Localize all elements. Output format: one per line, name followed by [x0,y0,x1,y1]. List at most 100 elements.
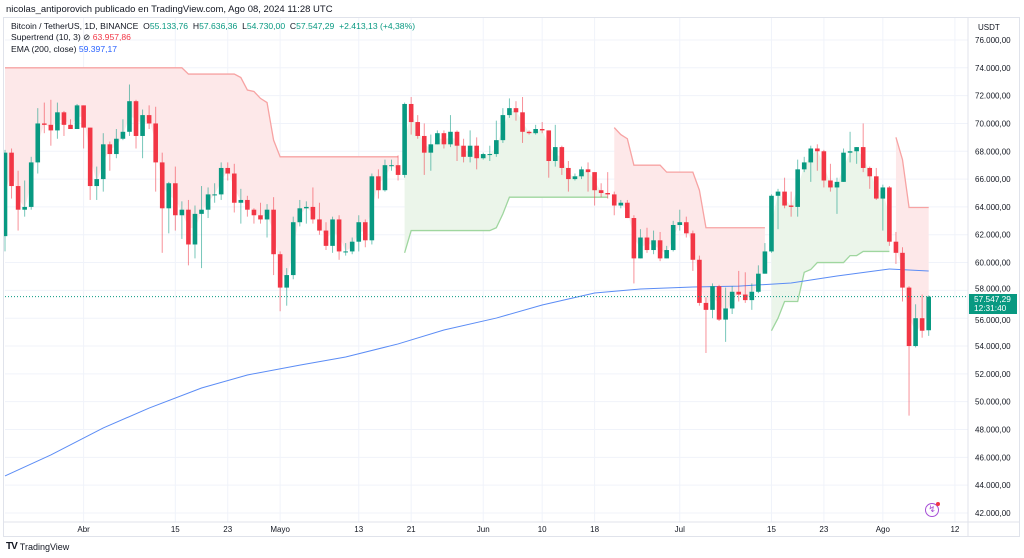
candle-body [435,133,440,145]
candle-body [703,302,709,310]
time-axis[interactable]: Abr 15 23 Mayo 13 21 Jun 10 18 Jul 15 23 Ago 12 [77,525,960,534]
candle [9,148,14,199]
candle-body [87,127,93,187]
y-tick-label: 70.000,00 [975,119,1011,128]
chart-panel[interactable] [3,17,1020,537]
candle [887,186,892,246]
supertrend-up-line [770,250,890,332]
candle [762,243,768,274]
y-tick-label: 52.000,00 [975,370,1011,379]
candle [913,304,918,348]
candle-body [513,108,519,113]
y-tick-label: 72.000,00 [975,92,1011,101]
tradingview-logo-text: TradingView [19,541,70,552]
candle [166,181,172,234]
legend-supertrend-row[interactable]: Supertrend (10, 3) ⊘ 63.957,86 [11,32,415,43]
candle [461,138,466,163]
y-tick-label: 44.000,00 [975,481,1011,490]
candle-body [238,199,244,203]
candle [716,284,722,321]
candle [684,216,689,238]
candle-body [225,167,231,174]
candle [107,141,113,171]
price-axis[interactable]: 42.000,00 44.000,00 46.000,00 48.000,00 50.0… [975,36,1011,518]
candle-body [107,144,113,155]
candle-body [48,124,54,131]
candle [873,167,879,200]
eye-slash-icon[interactable]: ⊘ [83,32,91,43]
candle [611,191,617,216]
tradingview-logo: TV TradingView [6,541,69,552]
candle-body [507,108,512,116]
candle-body [638,237,643,259]
candle [926,295,931,336]
candle-body [55,112,60,131]
low-value: 54.730,00 [246,21,286,31]
candle [231,163,237,213]
candle-body [474,145,479,159]
candle-body [304,206,309,209]
candle [245,195,250,217]
candle-body [402,103,407,175]
candle-body [9,152,14,187]
candle [815,144,820,171]
candle-body [664,250,669,259]
candle [828,163,833,192]
y-tick-label: 50.000,00 [975,398,1011,407]
candle-body [81,105,86,128]
candle [22,180,27,217]
candle [552,124,558,167]
tv-logo-icon: TV [6,541,18,552]
supertrend-fills [5,67,929,333]
candle [42,102,47,134]
candle-body [782,191,787,206]
candle-body [264,209,270,220]
lightning-icon[interactable]: ↯ [925,502,940,517]
candle-body [68,124,73,130]
supertrend-down-fill [895,137,929,333]
symbol-name[interactable]: Bitcoin / TetherUS, 1D, BINANCE [11,21,139,31]
candle [310,187,316,224]
candle-body [762,251,768,274]
candle-body [736,291,742,295]
x-tick-label: Ago [876,525,891,534]
candle [238,188,244,224]
notification-dot [936,502,940,506]
supertrend-label: Supertrend (10, 3) [11,32,81,43]
candle-body [533,129,538,134]
currency-label[interactable]: USDT [978,23,1000,32]
candle [205,187,211,219]
candle [474,137,479,170]
ema-line-group [4,268,929,477]
candle [775,188,781,230]
candle-body [205,194,211,210]
candle-body [749,291,755,301]
x-tick-label: 15 [767,525,776,534]
candle-body [389,165,394,167]
candle-body [860,147,866,168]
candle-body [4,152,8,237]
candle-body [690,233,696,260]
candle [304,201,309,224]
candle-body [179,209,185,216]
candle [893,231,899,264]
candle-body [520,112,525,132]
candle-body [127,101,132,132]
candle-body [906,287,912,347]
candle [867,166,873,189]
candle-body [28,162,34,207]
candle [592,172,597,206]
candle-body [454,131,460,146]
legend: Bitcoin / TetherUS, 1D, BINANCE O55.133,… [11,21,415,55]
candle [133,99,139,149]
candle-body [120,131,126,139]
candle-body [461,145,466,157]
x-tick-label: Abr [77,525,90,534]
candle-body [369,176,375,241]
candle [81,105,86,149]
candles [4,84,931,416]
candle-body [173,183,178,216]
legend-ema-row[interactable]: EMA (200, close) 59.397,17 [11,44,415,55]
candle [533,124,538,135]
